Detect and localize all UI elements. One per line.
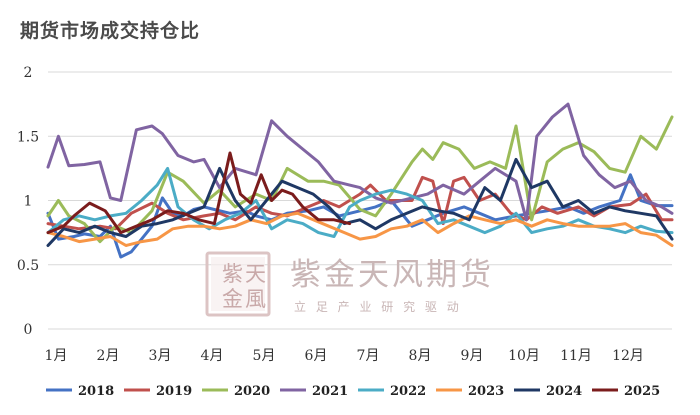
y-tick-label: 0 [24, 322, 33, 338]
x-tick-label: 10月 [508, 348, 540, 364]
legend-label-2025: 2025 [624, 384, 660, 399]
legend-label-2020: 2020 [234, 384, 270, 399]
legend-label-2024: 2024 [546, 384, 582, 399]
seal-char-2: 天 [245, 262, 266, 286]
series-line-2025 [46, 151, 352, 235]
y-tick-label: 0.5 [17, 258, 39, 274]
watermark-name: 紫金天风期货 [290, 257, 494, 293]
x-tick-label: 2月 [97, 348, 120, 364]
seal-fill [211, 257, 265, 311]
series-line-2024 [46, 157, 674, 247]
series-line-2023 [46, 211, 674, 247]
x-tick-label: 9月 [461, 348, 484, 364]
y-tick-label: 1.5 [17, 129, 39, 145]
x-tick-label: 8月 [409, 348, 432, 364]
seal-char-1: 紫 [222, 262, 243, 286]
legend-label-2023: 2023 [468, 384, 504, 399]
watermark-logo: 紫 天 金 風 紫金天风期货 立 足 产 业 研 究 驱 动 [205, 251, 494, 317]
x-tick-label: 3月 [149, 348, 172, 364]
y-axis-ticks: 2 1.5 1 0.5 0 [17, 65, 39, 338]
legend-label-2018: 2018 [78, 384, 114, 399]
x-tick-label: 1月 [45, 348, 68, 364]
y-tick-label: 2 [24, 65, 33, 81]
x-tick-label: 6月 [305, 348, 328, 364]
series-line-2020 [46, 115, 674, 244]
watermark-slogan: 立 足 产 业 研 究 驱 动 [294, 299, 462, 314]
series-line-2021 [46, 102, 674, 222]
legend-label-2022: 2022 [390, 384, 426, 399]
legend: 2018 2019 2020 2021 2022 2023 2024 2025 [46, 384, 660, 399]
seal-char-4: 風 [245, 287, 266, 311]
x-tick-label: 7月 [357, 348, 380, 364]
legend-label-2019: 2019 [156, 384, 192, 399]
x-tick-label: 12月 [612, 348, 644, 364]
x-tick-label: 5月 [253, 348, 276, 364]
x-tick-label: 4月 [201, 348, 224, 364]
series-lines [46, 102, 674, 259]
x-axis-ticks: 1月 2月 3月 4月 5月 6月 7月 8月 9月 10月 11月 12月 [45, 348, 644, 364]
seal-border [205, 251, 271, 317]
seal-char-3: 金 [222, 287, 243, 311]
x-tick-label: 11月 [560, 348, 592, 364]
legend-label-2021: 2021 [312, 384, 348, 399]
y-tick-label: 1 [24, 194, 33, 210]
chart-title: 期货市场成交持仓比 [20, 20, 201, 42]
